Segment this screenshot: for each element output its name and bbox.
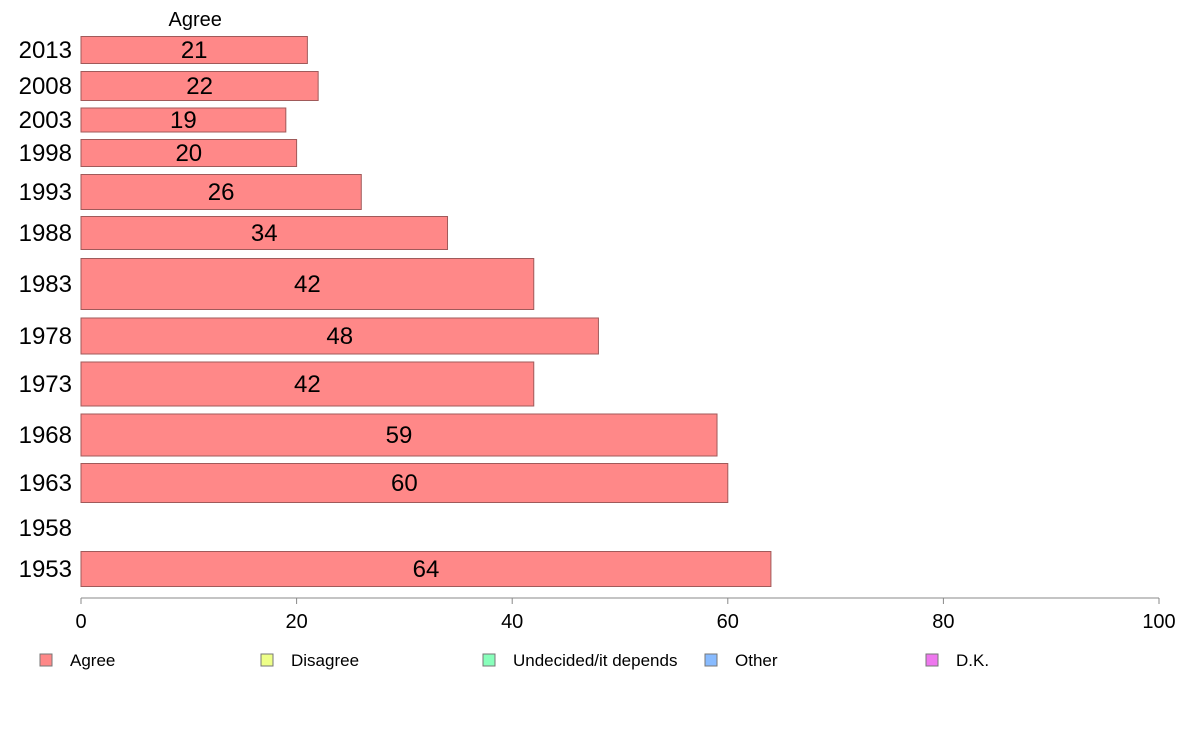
bar-agree: [80, 463, 729, 503]
y-tick-label: 1978: [19, 323, 72, 350]
legend-label: Undecided/it depends: [513, 651, 677, 670]
x-tick-label: 80: [932, 611, 954, 633]
legend-label: D.K.: [956, 651, 989, 670]
bar-agree: [80, 317, 599, 355]
bar-agree: [80, 551, 772, 587]
bar-agree: [80, 174, 362, 210]
legend-swatch: [260, 653, 274, 667]
y-tick-label: 2013: [19, 37, 72, 64]
y-tick-label: 1983: [19, 271, 72, 298]
column-header: Agree: [169, 9, 222, 31]
y-axis-labels: 2013 2008 2003 1998 1993 1988 1983 1978 1973 1968…: [19, 37, 72, 583]
bar-agree: [80, 413, 718, 457]
legend-label: Disagree: [291, 651, 359, 670]
bar-value-label: 21: [181, 37, 208, 64]
legend-swatch: [925, 653, 939, 667]
bar-agree: [80, 361, 535, 407]
y-tick-label: 1953: [19, 556, 72, 583]
bar-value-label: 34: [251, 220, 278, 247]
x-tick-label: 0: [75, 611, 86, 633]
x-axis: 0 20 40 60 80 100: [75, 597, 1176, 633]
y-tick-label: 1968: [19, 422, 72, 449]
bar-value-label: 19: [170, 107, 197, 134]
x-tick-label: 60: [717, 611, 739, 633]
y-tick-label: 1973: [19, 371, 72, 398]
bar-value-label: 20: [175, 140, 202, 167]
bar-agree: [80, 107, 287, 133]
legend-label: Other: [735, 651, 778, 670]
bar-value-label: 42: [294, 271, 321, 298]
legend-swatch: [39, 653, 53, 667]
legend-swatch: [704, 653, 718, 667]
bar-agree: [80, 258, 535, 310]
y-tick-label: 1998: [19, 140, 72, 167]
bar-value-label: 22: [186, 73, 213, 100]
bar-value-label: 59: [386, 422, 413, 449]
legend-swatch: [482, 653, 496, 667]
bar-agree: [80, 71, 319, 101]
y-tick-label: 1993: [19, 179, 72, 206]
bar-agree: [80, 36, 308, 64]
legend-label: Agree: [70, 651, 115, 670]
bar-agree: [80, 139, 298, 167]
y-tick-label: 2003: [19, 107, 72, 134]
bar-value-label: 48: [326, 323, 353, 350]
bar-value-label: 60: [391, 470, 418, 497]
x-tick-label: 40: [501, 611, 523, 633]
x-tick-label: 100: [1142, 611, 1175, 633]
bar-agree: [80, 216, 449, 250]
bar-value-label: 26: [208, 179, 235, 206]
legend: Agree Disagree Undecided/it depends Other D.…: [39, 651, 989, 670]
x-tick-label: 20: [285, 611, 307, 633]
y-tick-label: 1988: [19, 220, 72, 247]
y-tick-label: 1963: [19, 470, 72, 497]
bar-value-label: 42: [294, 371, 321, 398]
y-tick-label: 1958: [19, 515, 72, 542]
bar-value-label: 64: [413, 556, 440, 583]
y-tick-label: 2008: [19, 73, 72, 100]
